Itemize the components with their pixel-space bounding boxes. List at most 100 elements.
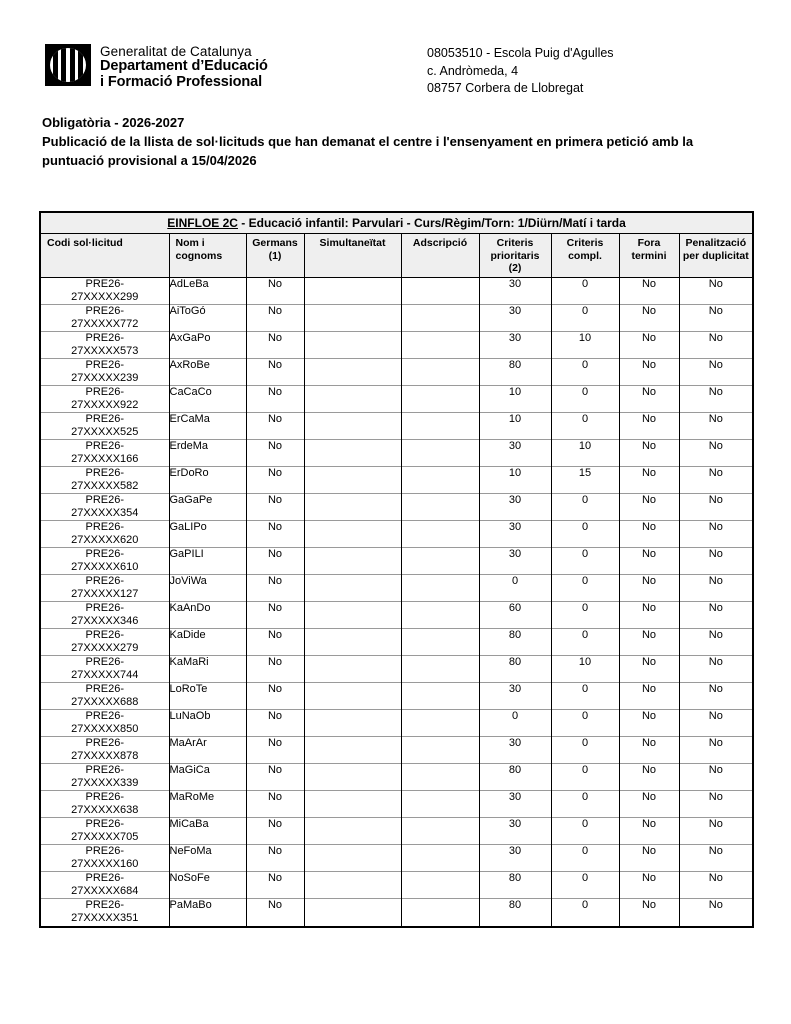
- column-header-line: Criteris: [566, 237, 604, 249]
- cell-fora-termini: No: [619, 574, 680, 602]
- cell-germans: No: [246, 331, 305, 359]
- school-address-block: 08053510 - Escola Puig d'Agulles c. Andr…: [427, 45, 614, 98]
- cell-adscripcio: [401, 304, 480, 332]
- codi-line-2: 27XXXXX354: [71, 507, 139, 519]
- cell-fora-termini: No: [619, 844, 680, 872]
- catalonia-coat-of-arms-icon: [45, 44, 91, 86]
- column-header-fora-termini: Fora termini: [619, 233, 680, 278]
- cell-criteris-compl: 0: [551, 547, 620, 575]
- table-row: PRE26- 27XXXXX525 ErCaMa No 10 0 No No: [41, 412, 753, 440]
- cell-codi-sollicitud: PRE26- 27XXXXX688: [41, 682, 170, 710]
- cell-codi-sollicitud: PRE26- 27XXXXX160: [41, 844, 170, 872]
- cell-fora-termini: No: [619, 898, 680, 926]
- codi-line-2: 27XXXXX299: [71, 291, 139, 303]
- cell-adscripcio: [401, 277, 480, 305]
- cell-nom-cognoms: AdLeBa: [169, 277, 247, 305]
- cell-germans: No: [246, 358, 305, 386]
- cell-criteris-compl: 0: [551, 601, 620, 629]
- title-line-publicacio: Publicació de la llista de sol·licituds …: [42, 134, 694, 168]
- cell-criteris-compl: 0: [551, 844, 620, 872]
- cell-penalitzacio: No: [679, 439, 753, 467]
- cell-penalitzacio: No: [679, 520, 753, 548]
- codi-line-1: PRE26-: [85, 521, 125, 533]
- caption-code: EINFLOE 2C: [167, 216, 238, 230]
- cell-fora-termini: No: [619, 439, 680, 467]
- cell-adscripcio: [401, 682, 480, 710]
- cell-fora-termini: No: [619, 358, 680, 386]
- cell-simultaneitat: [304, 547, 402, 575]
- cell-codi-sollicitud: PRE26- 27XXXXX351: [41, 898, 170, 926]
- codi-line-1: PRE26-: [85, 575, 125, 587]
- cell-adscripcio: [401, 601, 480, 629]
- table-row: PRE26- 27XXXXX582 ErDoRo No 10 15 No No: [41, 466, 753, 494]
- cell-codi-sollicitud: PRE26- 27XXXXX239: [41, 358, 170, 386]
- codi-line-2: 27XXXXX525: [71, 426, 139, 438]
- cell-criteris-compl: 0: [551, 817, 620, 845]
- cell-adscripcio: [401, 493, 480, 521]
- cell-germans: No: [246, 277, 305, 305]
- cell-nom-cognoms: MiCaBa: [169, 817, 247, 845]
- cell-criteris-prioritaris: 30: [479, 304, 552, 332]
- cell-criteris-compl: 0: [551, 709, 620, 737]
- cell-codi-sollicitud: PRE26- 27XXXXX127: [41, 574, 170, 602]
- codi-line-1: PRE26-: [85, 359, 125, 371]
- cell-germans: No: [246, 898, 305, 926]
- column-header-criteris-compl: Criteris compl.: [551, 233, 620, 278]
- cell-adscripcio: [401, 574, 480, 602]
- cell-nom-cognoms: MaRoMe: [169, 790, 247, 818]
- table-row: PRE26- 27XXXXX744 KaMaRi No 80 10 No No: [41, 655, 753, 683]
- cell-nom-cognoms: AiToGó: [169, 304, 247, 332]
- cell-germans: No: [246, 601, 305, 629]
- cell-criteris-prioritaris: 30: [479, 790, 552, 818]
- cell-criteris-compl: 0: [551, 493, 620, 521]
- cell-nom-cognoms: AxGaPo: [169, 331, 247, 359]
- codi-line-1: PRE26-: [85, 791, 125, 803]
- column-header-adscripcio: Adscripció: [401, 233, 480, 278]
- cell-nom-cognoms: ErdeMa: [169, 439, 247, 467]
- cell-codi-sollicitud: PRE26- 27XXXXX610: [41, 547, 170, 575]
- cell-adscripcio: [401, 763, 480, 791]
- cell-simultaneitat: [304, 439, 402, 467]
- codi-line-2: 27XXXXX127: [71, 588, 139, 600]
- cell-adscripcio: [401, 898, 480, 926]
- cell-codi-sollicitud: PRE26- 27XXXXX878: [41, 736, 170, 764]
- codi-line-2: 27XXXXX239: [71, 372, 139, 384]
- cell-fora-termini: No: [619, 790, 680, 818]
- cell-simultaneitat: [304, 898, 402, 926]
- codi-line-1: PRE26-: [85, 305, 125, 317]
- cell-simultaneitat: [304, 358, 402, 386]
- codi-line-2: 27XXXXX166: [71, 453, 139, 465]
- codi-line-2: 27XXXXX160: [71, 858, 139, 870]
- codi-line-2: 27XXXXX922: [71, 399, 139, 411]
- cell-criteris-compl: 0: [551, 304, 620, 332]
- cell-simultaneitat: [304, 331, 402, 359]
- logo-line-generalitat: Generalitat de Catalunya: [100, 44, 252, 59]
- cell-fora-termini: No: [619, 331, 680, 359]
- cell-simultaneitat: [304, 628, 402, 656]
- department-name: Generalitat de Catalunya Departament d’E…: [100, 44, 268, 90]
- applications-table: EINFLOE 2C - Educació infantil: Parvular…: [41, 213, 753, 926]
- table-row: PRE26- 27XXXXX166 ErdeMa No 30 10 No No: [41, 439, 753, 467]
- cell-simultaneitat: [304, 709, 402, 737]
- cell-nom-cognoms: CaCaCo: [169, 385, 247, 413]
- codi-line-1: PRE26-: [85, 656, 125, 668]
- cell-nom-cognoms: GaPILI: [169, 547, 247, 575]
- column-header-penalitzacio: Penalització per duplicitat: [679, 233, 753, 278]
- table-row: PRE26- 27XXXXX127 JoViWa No 0 0 No No: [41, 574, 753, 602]
- cell-germans: No: [246, 628, 305, 656]
- cell-criteris-prioritaris: 60: [479, 601, 552, 629]
- cell-adscripcio: [401, 520, 480, 548]
- codi-line-1: PRE26-: [85, 467, 125, 479]
- table-row: PRE26- 27XXXXX354 GaGaPe No 30 0 No No: [41, 493, 753, 521]
- cell-penalitzacio: No: [679, 682, 753, 710]
- cell-criteris-compl: 0: [551, 736, 620, 764]
- cell-codi-sollicitud: PRE26- 27XXXXX850: [41, 709, 170, 737]
- cell-germans: No: [246, 439, 305, 467]
- caption-rest: - Educació infantil: Parvulari - Curs/Rè…: [237, 216, 626, 230]
- cell-adscripcio: [401, 790, 480, 818]
- cell-penalitzacio: No: [679, 412, 753, 440]
- cell-criteris-prioritaris: 30: [479, 331, 552, 359]
- cell-germans: No: [246, 871, 305, 899]
- cell-germans: No: [246, 790, 305, 818]
- codi-line-2: 27XXXXX850: [71, 723, 139, 735]
